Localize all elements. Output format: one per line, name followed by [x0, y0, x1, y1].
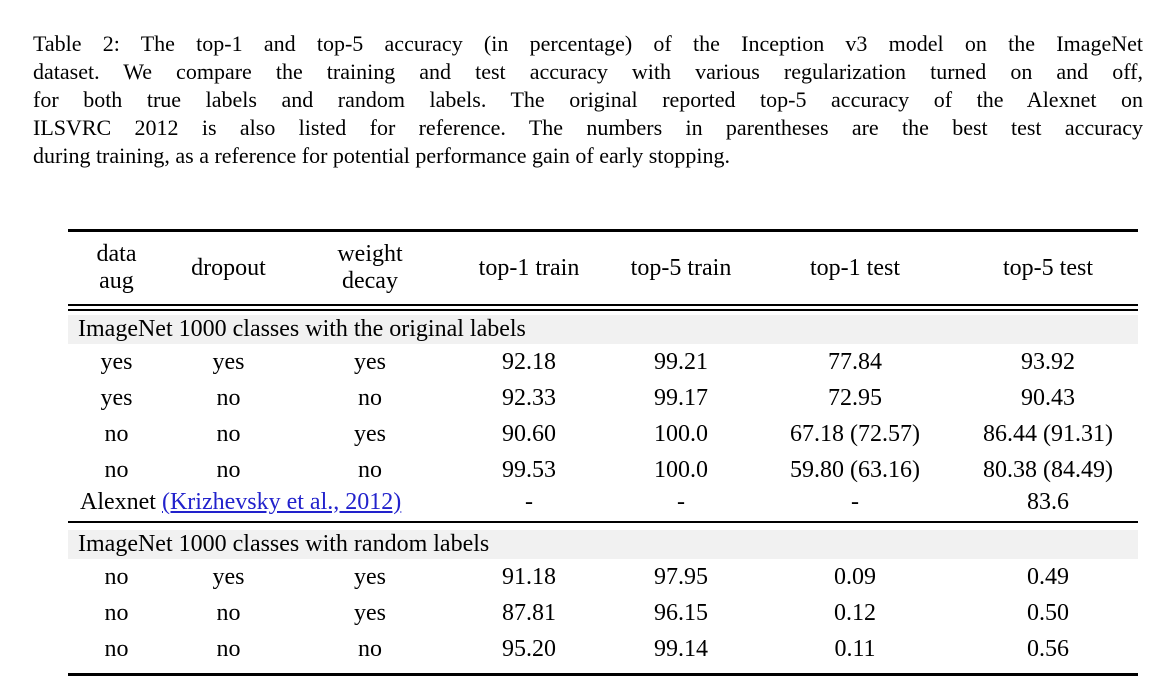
- table-cell: 100.0: [654, 456, 708, 483]
- table-cell: 95.20: [448, 631, 610, 676]
- table-cell: no: [216, 456, 241, 483]
- table-cell: yes: [212, 563, 245, 590]
- table-cell: 92.33: [502, 384, 556, 411]
- table-cell: no: [165, 631, 292, 676]
- table-cell: 77.84: [828, 348, 882, 375]
- col-header-top5-test: top-5 test: [958, 229, 1138, 311]
- table-cell: 0.50: [1027, 599, 1069, 626]
- table-cell: yes: [212, 348, 245, 375]
- section-header-random-labels-text: ImageNet 1000 classes with random labels: [68, 530, 1138, 559]
- table-cell: no: [216, 420, 241, 447]
- table-cell: yes: [354, 599, 386, 626]
- section-header-cell: ImageNet 1000 classes with the original …: [68, 311, 1138, 344]
- table-cell: -: [448, 488, 610, 523]
- col-header-dropout: dropout: [165, 229, 292, 311]
- table-cell: no: [358, 456, 382, 483]
- table-cell: 99.17: [654, 384, 708, 411]
- table-cell: no: [216, 599, 241, 626]
- table-cell: 87.81: [502, 599, 556, 626]
- col-header-dropout-label: dropout: [191, 254, 266, 281]
- section-header-original-labels: ImageNet 1000 classes with the original …: [68, 311, 1138, 344]
- table-cell: 72.95: [828, 384, 882, 411]
- alexnet-label: Alexnet: [80, 488, 162, 515]
- caption-line-2: dataset. We compare the training and tes…: [33, 59, 1143, 84]
- table-cell: 100.0: [654, 420, 708, 447]
- table-cell: 97.95: [654, 563, 708, 590]
- col-header-weight-decay: weight decay: [292, 229, 448, 311]
- table-row: yes yes yes 92.18 99.21 77.84 93.92: [68, 344, 1138, 380]
- table-cell: yes: [354, 420, 386, 447]
- col-header-top5-test-label: top-5 test: [1003, 254, 1093, 281]
- table-cell: no: [358, 384, 382, 411]
- table-cell: -: [752, 488, 958, 523]
- col-header-data-aug-label: data aug: [96, 241, 137, 294]
- table-cell: no: [104, 456, 129, 483]
- table-cell: yes: [354, 563, 386, 590]
- table-cell: yes: [354, 348, 386, 375]
- table-cell: no: [292, 631, 448, 676]
- table-cell: 93.92: [1021, 348, 1075, 375]
- section-header-original-labels-text: ImageNet 1000 classes with the original …: [68, 315, 1138, 344]
- table-cell: 0.49: [1027, 563, 1069, 590]
- table-cell: 90.43: [1021, 384, 1075, 411]
- table-cell: 99.21: [654, 348, 708, 375]
- table-cell: 91.18: [502, 563, 556, 590]
- table-cell: no: [104, 563, 129, 590]
- table-cell: -: [610, 488, 752, 523]
- table-cell: 92.18: [502, 348, 556, 375]
- caption-line-5: during training, as a reference for pote…: [33, 143, 730, 168]
- table-cell: 0.11: [752, 631, 958, 676]
- table-header-row: data aug dropout weight decay top-1 trai…: [68, 229, 1138, 311]
- table-cell: 0.09: [834, 563, 876, 590]
- table-cell: yes: [100, 348, 133, 375]
- section-header-random-labels: ImageNet 1000 classes with random labels: [68, 523, 1138, 559]
- table-cell: no: [104, 599, 129, 626]
- caption-line-1: Table 2: The top-1 and top-5 accuracy (i…: [33, 31, 1143, 56]
- col-header-weight-decay-label: weight decay: [337, 241, 403, 294]
- table-row: no no yes 87.81 96.15 0.12 0.50: [68, 595, 1138, 631]
- col-header-top5-train-label: top-5 train: [630, 254, 732, 281]
- results-table: data aug dropout weight decay top-1 trai…: [68, 229, 1138, 676]
- caption-line-4: ILSVRC 2012 is also listed for reference…: [33, 115, 1143, 140]
- col-header-top1-test-label: top-1 test: [810, 254, 900, 281]
- table-row: no no yes 90.60 100.0 67.18 (72.57) 86.4…: [68, 416, 1138, 452]
- table-cell: 90.60: [502, 420, 556, 447]
- table-row: no yes yes 91.18 97.95 0.09 0.49: [68, 559, 1138, 595]
- table-cell: 96.15: [654, 599, 708, 626]
- col-header-top1-test: top-1 test: [752, 229, 958, 311]
- table-cell: no: [216, 384, 241, 411]
- col-header-top5-train: top-5 train: [610, 229, 752, 311]
- table-cell: 67.18 (72.57): [790, 420, 920, 447]
- table-cell: 0.12: [834, 599, 876, 626]
- alexnet-row: Alexnet (Krizhevsky et al., 2012) - - - …: [68, 488, 1138, 523]
- table-cell: 59.80 (63.16): [790, 456, 920, 483]
- table-cell: 80.38 (84.49): [983, 456, 1113, 483]
- table-cell: 99.14: [610, 631, 752, 676]
- citation-link[interactable]: (Krizhevsky et al., 2012): [161, 488, 402, 515]
- col-header-top1-train: top-1 train: [448, 229, 610, 311]
- col-header-top1-train-label: top-1 train: [478, 254, 580, 281]
- section-header-cell: ImageNet 1000 classes with random labels: [68, 523, 1138, 559]
- table-cell: no: [68, 631, 165, 676]
- table-row: no no no 95.20 99.14 0.11 0.56: [68, 631, 1138, 676]
- table-cell: 0.56: [958, 631, 1138, 676]
- col-header-data-aug: data aug: [68, 229, 165, 311]
- alexnet-name-cell: Alexnet (Krizhevsky et al., 2012): [68, 488, 448, 523]
- table-cell: 86.44 (91.31): [983, 420, 1113, 447]
- table-row: no no no 99.53 100.0 59.80 (63.16) 80.38…: [68, 452, 1138, 488]
- caption-line-3: for both true labels and random labels. …: [33, 87, 1143, 112]
- table-cell: 99.53: [502, 456, 556, 483]
- table-cell: 83.6: [958, 488, 1138, 523]
- table-cell: no: [104, 420, 129, 447]
- table-caption: Table 2: The top-1 and top-5 accuracy (i…: [33, 30, 1143, 170]
- table-row: yes no no 92.33 99.17 72.95 90.43: [68, 380, 1138, 416]
- table-cell: yes: [100, 384, 133, 411]
